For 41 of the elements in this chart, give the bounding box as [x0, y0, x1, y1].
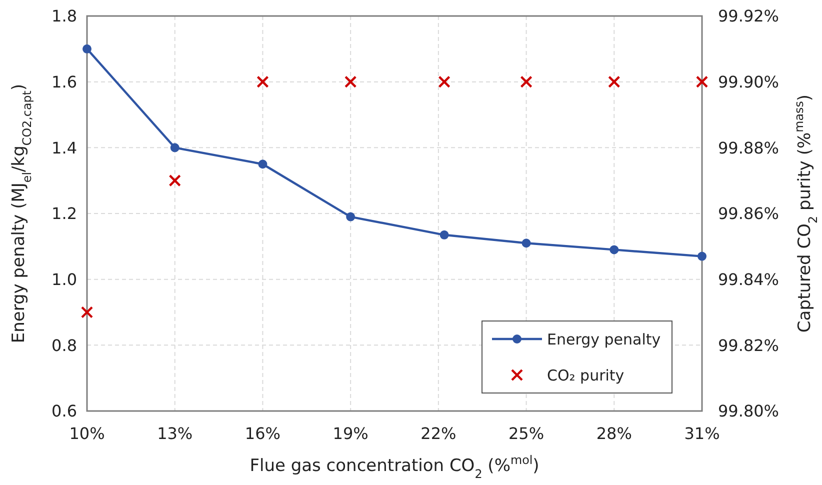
y2-tick-label: 99.88% [718, 138, 780, 158]
point [438, 76, 450, 88]
x-tick-label: 10% [69, 424, 105, 443]
point [80, 306, 94, 318]
legend-label: CO₂ purity [547, 366, 624, 384]
x-tick-label: 13% [157, 424, 193, 443]
point [610, 245, 619, 254]
x-tick-label: 25% [508, 424, 544, 443]
y2-tick-label: 99.80% [718, 402, 780, 421]
y2-tick-label: 99.90% [718, 72, 780, 92]
y-tick-label: 0.6 [52, 402, 77, 421]
y-tick-label: 1.0 [52, 270, 77, 289]
y-tick-label: 1.6 [52, 72, 77, 92]
y-tick-label: 1.4 [52, 138, 77, 158]
point [696, 76, 708, 88]
x-tick-label: 31% [684, 424, 720, 443]
point [168, 174, 181, 187]
point [346, 212, 356, 222]
y-tick-label: 0.8 [52, 336, 77, 355]
point [608, 76, 620, 88]
point [698, 252, 706, 261]
point [82, 44, 92, 54]
point [170, 143, 180, 152]
point [256, 76, 269, 88]
x-tick-label: 22% [420, 424, 456, 443]
point [522, 238, 531, 248]
x-axis-title: Flue gas concentration CO$_{2}$ (%$^{mol}$) [250, 453, 540, 481]
x-tick-label: 19% [332, 424, 368, 443]
y2-tick-label: 99.82% [718, 336, 780, 355]
y2-tick-label: 99.84% [718, 270, 780, 289]
point [344, 76, 357, 88]
y-tick-label: 1.2 [52, 204, 77, 224]
point [520, 76, 532, 88]
y2-tick-label: 99.92% [718, 6, 780, 26]
legend-label: Energy penalty [547, 330, 661, 348]
point [440, 230, 449, 240]
point [258, 160, 268, 169]
x-tick-label: 16% [244, 424, 280, 443]
y-tick-label: 1.8 [52, 6, 77, 26]
y2-tick-label: 99.86% [718, 204, 780, 224]
x-tick-label: 28% [596, 424, 632, 443]
